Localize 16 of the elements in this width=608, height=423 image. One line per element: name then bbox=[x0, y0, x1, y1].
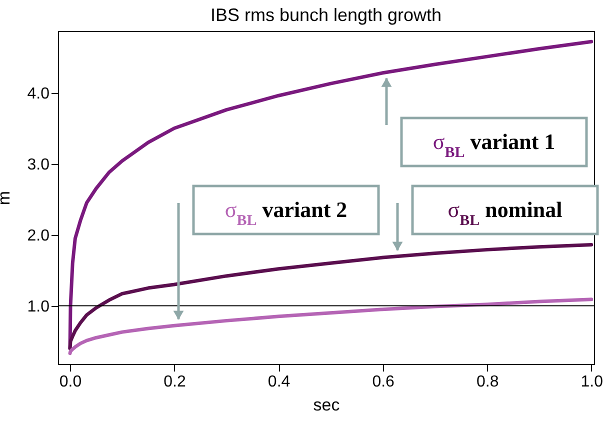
x-tick-label: 0.6 bbox=[372, 374, 395, 390]
annotation: σ$_{BL}$ variant 2 bbox=[224, 197, 348, 229]
y-tick-label: 2.0 bbox=[27, 227, 50, 244]
annotation: σ$_{BL}$ nominal bbox=[448, 197, 562, 229]
x-tick-label: 1.0 bbox=[580, 374, 604, 390]
annotation: σ$_{BL}$ variant 1 bbox=[432, 129, 556, 161]
y-axis-title: m bbox=[0, 190, 14, 206]
x-axis-title: sec bbox=[313, 396, 340, 414]
x-tick-label: 0.2 bbox=[164, 374, 186, 390]
chart-title: IBS rms bunch length growth bbox=[210, 5, 442, 25]
y-tick-label: 4.0 bbox=[27, 85, 50, 102]
x-tick-label: 0.0 bbox=[59, 374, 82, 390]
x-tick-label: 0.8 bbox=[476, 374, 499, 390]
x-tick-label: 0.4 bbox=[268, 374, 290, 390]
y-tick-label: 3.0 bbox=[27, 156, 50, 174]
y-tick-label: 1.0 bbox=[27, 298, 50, 316]
